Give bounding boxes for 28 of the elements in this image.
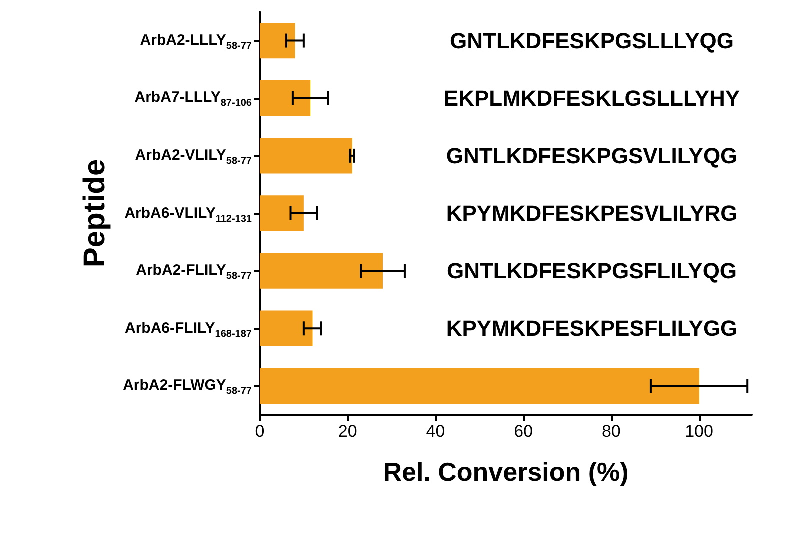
annotation: KPYMKDFESKPESVLILYRG xyxy=(446,201,738,226)
annotation: KPYMKDFESKPESFLILYGG xyxy=(446,316,738,342)
x-tick-label: 60 xyxy=(514,422,534,441)
y-tick-label: ArbA6-VLILY$_{112-131}$ xyxy=(124,204,252,224)
x-tick-label: 40 xyxy=(426,422,446,441)
bar xyxy=(260,22,296,59)
bar xyxy=(260,196,304,232)
annotation: GNTLKDFESKPGSLLLYQG xyxy=(450,28,734,54)
annotation: GNTLKDFESKPGSFLILYQG xyxy=(446,258,738,284)
x-tick-label: 0 xyxy=(255,422,265,441)
x-tick-label: 80 xyxy=(602,422,621,441)
bar xyxy=(260,310,313,346)
bar xyxy=(260,138,352,174)
y-tick-label: ArbA2-VLILY$_{58-77}$ xyxy=(135,146,252,167)
y-tick-label: ArbA7-LLLY$_{87-106}$ xyxy=(134,88,252,110)
y-tick-label: ArbA2-LLLY$_{58-77}$ xyxy=(140,30,252,52)
bar xyxy=(260,80,311,116)
bar xyxy=(260,253,383,289)
annotation: EKPLMKDFESKLGSLLLYHY xyxy=(444,86,740,111)
x-tick-label: 20 xyxy=(338,422,358,441)
x-axis-title: Rel. Conversion (%) xyxy=(383,457,629,487)
y-tick-label: ArbA2-FLWGY$_{58-77}$ xyxy=(123,376,252,398)
y-tick-label: ArbA2-FLILY$_{58-77}$ xyxy=(136,261,252,282)
annotation: GNTLKDFESKPGSVLILYQG xyxy=(446,143,738,168)
bar xyxy=(260,368,700,404)
y-tick-label: ArbA6-FLILY$_{168-187}$ xyxy=(125,318,252,340)
y-axis-title: Peptide xyxy=(78,159,112,268)
x-tick-label: 100 xyxy=(685,422,714,441)
